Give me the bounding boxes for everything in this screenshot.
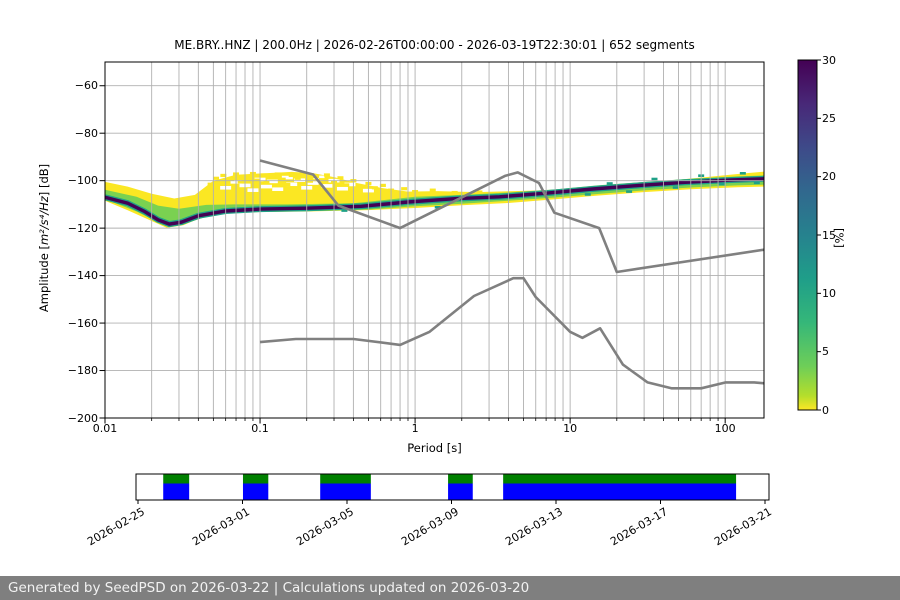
y-tick-label: −180 <box>67 364 98 378</box>
band-white-speckle <box>390 176 402 181</box>
band-yellow-speckle <box>451 190 458 195</box>
band-teal-speckle <box>672 186 679 189</box>
band-teal-speckle <box>626 190 633 193</box>
band-yellow-speckle <box>207 182 214 186</box>
plot-border <box>104 61 765 419</box>
x-tick-label: 0.01 <box>92 422 118 435</box>
footer-bar: Generated by SeedPSD on 2026-03-22 | Cal… <box>0 576 900 600</box>
band-yellow-speckle <box>274 172 281 176</box>
band-white-speckle <box>344 182 356 187</box>
grid-lines <box>105 62 764 418</box>
band-yellow-speckle <box>343 183 350 187</box>
band-yellow-speckle <box>284 182 291 187</box>
band-teal-speckle <box>651 177 658 181</box>
noise-model-low-NLNM <box>259 276 764 390</box>
availability-segment-blue <box>320 483 371 500</box>
band-white-speckle <box>294 178 306 182</box>
colorbar-tick-label: 15 <box>822 228 836 242</box>
band-yellow-speckle <box>253 178 260 182</box>
band-yellow-speckle <box>323 173 330 177</box>
band-yellow-speckle <box>220 173 227 178</box>
colorbar-tick-label: 20 <box>822 170 836 184</box>
colorbar <box>797 59 821 411</box>
band-white-speckle <box>336 186 348 191</box>
band-teal-speckle <box>341 209 348 212</box>
x-tick-label: 100 <box>714 422 736 435</box>
band-white-speckle <box>266 179 278 184</box>
band-yellow-speckle <box>476 190 483 194</box>
x-tick-label: 0.1 <box>251 422 269 435</box>
band-yellow-speckle <box>307 179 314 183</box>
psd-histogram-band <box>105 171 764 228</box>
band-yellow-speckle <box>371 186 378 190</box>
colorbar-tick-label: 0 <box>822 403 829 417</box>
availability-segment-green <box>448 474 473 484</box>
x-axis-label: Period [s] <box>407 441 462 455</box>
footer-text: Generated by SeedPSD on 2026-03-22 | Cal… <box>8 580 530 596</box>
colorbar-gradient <box>797 59 818 411</box>
band-yellow-speckle <box>429 188 436 192</box>
band-teal-speckle <box>739 172 746 175</box>
band-white-speckle <box>321 184 333 188</box>
band-white-speckle <box>355 176 367 181</box>
band-yellow-speckle <box>279 177 286 181</box>
y-tick-label: −100 <box>67 174 98 188</box>
axes-frame <box>99 61 765 424</box>
y-tick-label: −120 <box>67 221 98 235</box>
band-yellow-speckle <box>318 178 325 182</box>
band-teal-speckle <box>434 205 441 209</box>
band-yellow-speckle <box>358 184 365 188</box>
band-yellow-speckle <box>269 176 276 180</box>
colorbar-tick-label: 25 <box>822 111 836 125</box>
band-teal-speckle <box>718 182 725 186</box>
plot-title: ME.BRY..HNZ | 200.0Hz | 2026-02-26T00:00… <box>174 38 695 52</box>
availability-segment-green <box>320 474 371 484</box>
y-tick-label: −200 <box>67 411 98 425</box>
noise-model-high-NHNM <box>259 159 764 274</box>
band-white-speckle <box>260 184 272 189</box>
band-white-speckle <box>307 181 319 185</box>
band-yellow-speckle <box>260 173 267 177</box>
band-yellow-speckle <box>294 176 301 180</box>
availability-segment-green <box>163 474 190 484</box>
availability-segment-green <box>503 474 737 484</box>
availability-segment-green <box>242 474 269 484</box>
band-yellow-speckle <box>300 172 307 177</box>
band-white-speckle <box>281 175 293 180</box>
band-yellow-speckle <box>288 173 295 178</box>
colorbar-tick-label: 10 <box>822 286 836 300</box>
band-yellow-speckle <box>401 187 408 191</box>
band-yellow-speckle <box>379 183 386 188</box>
noise-model-lines <box>259 159 764 390</box>
band-teal-speckle <box>606 182 613 185</box>
y-tick-label: −80 <box>74 126 98 140</box>
availability-segment-blue <box>503 483 737 500</box>
band-white-speckle <box>286 182 298 187</box>
x-tick-label: 1 <box>411 422 419 435</box>
availability-timeline <box>135 473 770 504</box>
y-tick-label: −160 <box>67 316 98 330</box>
availability-segment-blue <box>163 483 190 500</box>
availability-segment-blue <box>448 483 473 500</box>
band-white-speckle <box>272 187 284 192</box>
y-tick-label: −140 <box>67 269 98 283</box>
band-yellow-speckle <box>237 180 244 184</box>
x-tick-label: 10 <box>563 422 578 435</box>
y-tick-label: −60 <box>74 79 98 93</box>
band-yellow-speckle <box>228 177 235 182</box>
band-yellow-speckle <box>213 176 220 180</box>
band-yellow-speckle <box>337 176 344 180</box>
band-yellow-speckle <box>263 180 270 185</box>
colorbar-tick-label: 5 <box>822 345 829 359</box>
colorbar-tick-label: 30 <box>822 53 836 67</box>
band-teal-speckle <box>753 181 760 185</box>
band-teal-speckle <box>584 193 591 196</box>
availability-segment-blue <box>242 483 269 500</box>
